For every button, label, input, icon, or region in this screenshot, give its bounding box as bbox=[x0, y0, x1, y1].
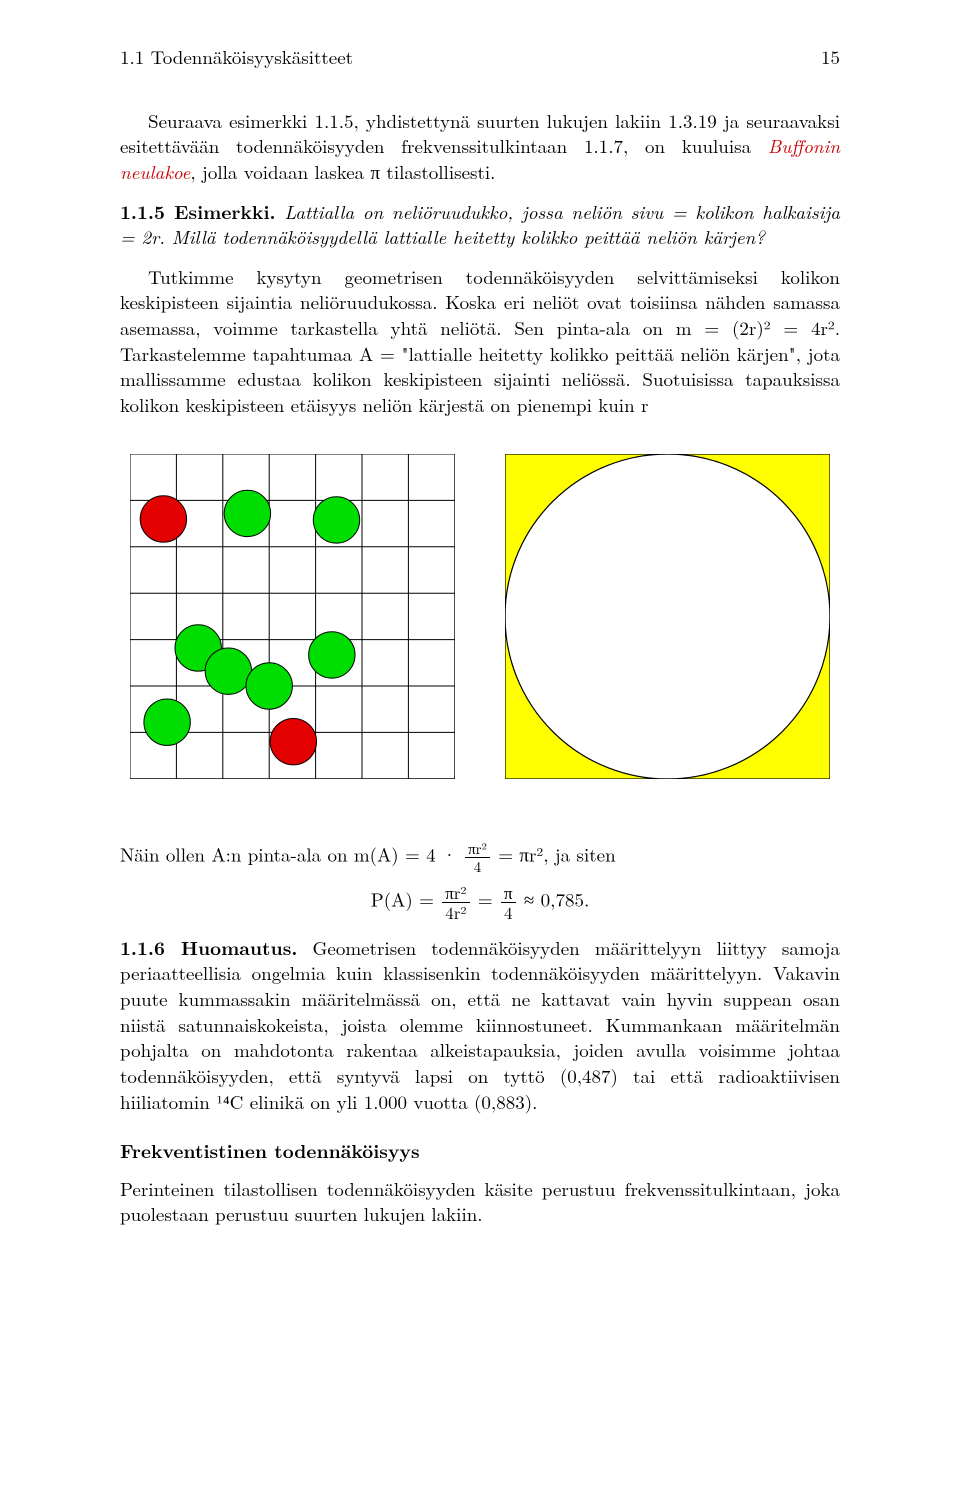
eq-frac2: π 4 bbox=[501, 884, 516, 921]
figure-row bbox=[120, 454, 840, 779]
result-line: Näin ollen A:n pinta-ala on m(A) = 4 · π… bbox=[120, 841, 840, 874]
remark-paragraph: 1.1.6 Huomautus. Geometrisen todennäköis… bbox=[120, 935, 840, 1114]
page: 1.1 Todennäköisyyskäsitteet 15 Seuraava … bbox=[0, 0, 960, 1511]
intro-text-prefix: Seuraava esimerkki 1.1.5, yhdistettynä s… bbox=[120, 107, 840, 160]
body-paragraph-2: Perinteinen tilastollisen todennäköisyyd… bbox=[120, 1176, 840, 1227]
frac-den: 4 bbox=[501, 903, 516, 921]
grid-coin-figure bbox=[130, 454, 455, 779]
running-header: 1.1 Todennäköisyyskäsitteet 15 bbox=[120, 44, 840, 70]
page-number: 15 bbox=[821, 44, 840, 70]
probability-equation: P(A) = πr² 4r² = π 4 ≈ 0,785. bbox=[120, 884, 840, 921]
grid-svg bbox=[130, 454, 455, 779]
body-paragraph-1: Tutkimme kysytyn geometrisen todennäköis… bbox=[120, 264, 840, 418]
remark-body: Geometrisen todennäköisyyden määrittelyy… bbox=[120, 934, 840, 1115]
square-svg bbox=[505, 454, 830, 779]
square-arcs-figure bbox=[505, 454, 830, 779]
result-prefix: Näin ollen A:n pinta-ala on m(A) = 4 · bbox=[120, 840, 463, 867]
example-paragraph: 1.1.5 Esimerkki. Lattialla on neliöruudu… bbox=[120, 199, 840, 250]
eq-rhs: ≈ 0,785. bbox=[524, 885, 589, 912]
eq-frac1: πr² 4r² bbox=[442, 884, 469, 921]
intro-text-suffix: , jolla voidaan laskea π tilastollisesti… bbox=[190, 158, 495, 185]
intro-paragraph: Seuraava esimerkki 1.1.5, yhdistettynä s… bbox=[120, 108, 840, 185]
eq-mid: = bbox=[478, 885, 499, 912]
frac-den: 4 bbox=[465, 858, 490, 874]
eq-lhs: P(A) = bbox=[371, 885, 440, 912]
subheading: Frekventistinen todennäköisyys bbox=[120, 1138, 840, 1164]
example-label: 1.1.5 Esimerkki. bbox=[120, 197, 276, 225]
frac-den: 4r² bbox=[442, 903, 469, 921]
section-label: 1.1 Todennäköisyyskäsitteet bbox=[120, 44, 353, 70]
result-frac1: πr² 4 bbox=[465, 841, 490, 874]
content-column: 1.1 Todennäköisyyskäsitteet 15 Seuraava … bbox=[0, 0, 960, 1293]
remark-label: 1.1.6 Huomautus. bbox=[120, 933, 297, 961]
result-suffix: = πr², ja siten bbox=[498, 840, 615, 867]
